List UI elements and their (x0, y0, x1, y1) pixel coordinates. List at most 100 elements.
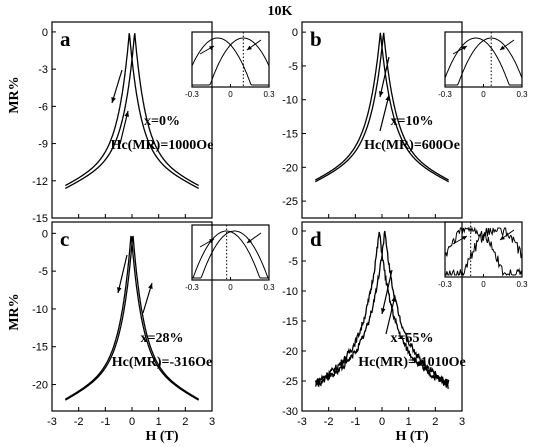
inset-curve-up (445, 37, 523, 86)
sweep-arrow (381, 269, 393, 315)
y-tick-label: -20 (32, 380, 48, 392)
inset-arrow-head (462, 46, 467, 51)
mr-curve-sweep-down (315, 32, 449, 183)
inset-b: -0.3 0 0.3 (438, 31, 528, 99)
inset-tick-label: -0.3 (185, 283, 199, 292)
arrow-head (117, 287, 122, 293)
coercivity-label: Hc(MR)=-316Oe (112, 355, 213, 370)
sweep-arrow (379, 94, 390, 132)
inset-arrow-head (500, 235, 505, 240)
inset-tick-label: -0.3 (185, 90, 199, 99)
mr-curve-sweep-up (65, 235, 199, 401)
arrow-head (378, 91, 384, 97)
inset-arrow-head (462, 236, 467, 241)
y-tick-label: -15 (282, 316, 298, 328)
x-axis-label-right: H (T) (395, 429, 428, 444)
x-tick-label: 0 (129, 416, 135, 428)
x-tick-label: -1 (350, 416, 360, 428)
y-tick-label: -10 (282, 286, 298, 298)
inset-arrow-head (209, 239, 214, 244)
inset-tick-label: 0 (481, 280, 486, 289)
arrow-head (111, 97, 116, 103)
y-tick-label: -10 (32, 304, 48, 316)
mr-curve-sweep-down (65, 235, 199, 401)
x-tick-label: 1 (156, 416, 162, 428)
inset-c: -0.3 0 0.3 (185, 224, 275, 292)
x-tick-label: -1 (100, 416, 110, 428)
x-tick-label: -3 (47, 416, 57, 428)
y-tick-label: -5 (288, 256, 298, 268)
inset-frame (444, 221, 523, 278)
inset-curve-up (444, 226, 523, 277)
sweep-arrow (117, 254, 128, 294)
plot-frame (51, 21, 213, 219)
y-tick-label: 0 (292, 226, 298, 238)
y-tick-label: -9 (38, 139, 48, 151)
panel-b: 0 -5 -10 -15 -20 -25 b x=10% Hc(MR)=600Oe -0.3 0 0.… (282, 21, 528, 219)
inset-tick-label: 0.3 (516, 90, 528, 99)
panel-d: 0-5-10-15-20-25-30-3 -2 -1 0 1 2 3dx=55%Hc(MR)… (282, 221, 528, 428)
composition-label: x=0% (144, 114, 180, 129)
panel-label: b (310, 27, 322, 51)
sweep-arrow (379, 56, 390, 98)
sweep-arrow (385, 295, 396, 335)
inset-tick-label: -0.3 (438, 90, 452, 99)
composition-label: x=55% (391, 331, 434, 346)
sweep-arrow (119, 110, 129, 145)
composition-label: x=28% (141, 331, 184, 346)
inset-tick-label: 0 (228, 283, 233, 292)
y-tick-label: -12 (32, 176, 48, 188)
inset-curve-down (191, 37, 269, 86)
y-tick-label: 0 (292, 27, 298, 39)
plot-frame (51, 221, 213, 412)
y-tick-label: -25 (282, 376, 298, 388)
x-tick-label: -2 (74, 416, 84, 428)
inset-curve-down (444, 37, 522, 86)
x-tick-label: -3 (297, 416, 307, 428)
y-axis-label-bottom: MR% (7, 293, 22, 330)
y-tick-label: 0 (42, 27, 48, 39)
x-tick-label: 2 (182, 416, 188, 428)
y-tick-label: -3 (38, 64, 48, 76)
x-tick-label: 0 (379, 416, 385, 428)
panel-c: 0-5-10-15-20-3 -2 -1 0 1 2 3cx=28%Hc(MR)=-316O… (32, 221, 275, 428)
arrow-head (385, 95, 390, 101)
y-tick-label: -15 (32, 342, 48, 354)
x-tick-label: 3 (209, 416, 215, 428)
panel-a: 0 -3 -6 -9 -12 -15 a x=0% Hc(MR)=1000Oe -0.3 0 0.3 (32, 21, 275, 225)
inset-curve-down (192, 230, 269, 279)
inset-tick-label: 0.3 (516, 280, 528, 289)
y-tick-label: -15 (32, 213, 48, 225)
y-tick-label: -25 (282, 196, 298, 208)
y-axis-label-top: MR% (7, 76, 22, 113)
panel-label: d (310, 227, 322, 251)
inset-tick-label: 0.3 (263, 90, 275, 99)
inset-tick-label: 0.3 (263, 283, 275, 292)
inset-tick-label: 0 (481, 90, 486, 99)
x-tick-label: 3 (459, 416, 465, 428)
x-tick-label: 1 (406, 416, 412, 428)
arrow-head (380, 308, 386, 314)
y-tick-label: -6 (38, 101, 48, 113)
y-tick-label: -5 (38, 266, 48, 278)
coercivity-label: Hc(MR)=1000Oe (111, 138, 214, 153)
inset-arrow-head (247, 238, 252, 243)
figure-title: 10K (268, 4, 293, 19)
y-tick-label: -20 (282, 162, 298, 174)
y-tick-label: -15 (282, 129, 298, 141)
mr-curve-sweep-up (315, 32, 449, 183)
panel-label: c (60, 227, 69, 251)
inset-d: -0.3 0 0.3 (438, 221, 528, 289)
inset-a: -0.3 0 0.3 (185, 31, 275, 99)
sweep-arrow (111, 69, 123, 104)
inset-tick-label: 0 (228, 90, 233, 99)
y-tick-label: -30 (282, 406, 298, 418)
y-tick-label: -20 (282, 346, 298, 358)
x-axis-label-left: H (T) (145, 429, 178, 444)
arrow-head (148, 283, 153, 289)
inset-arrow-head (209, 46, 214, 51)
inset-frame (191, 31, 270, 88)
y-tick-label: -5 (288, 61, 298, 73)
inset-tick-label: -0.3 (438, 280, 452, 289)
